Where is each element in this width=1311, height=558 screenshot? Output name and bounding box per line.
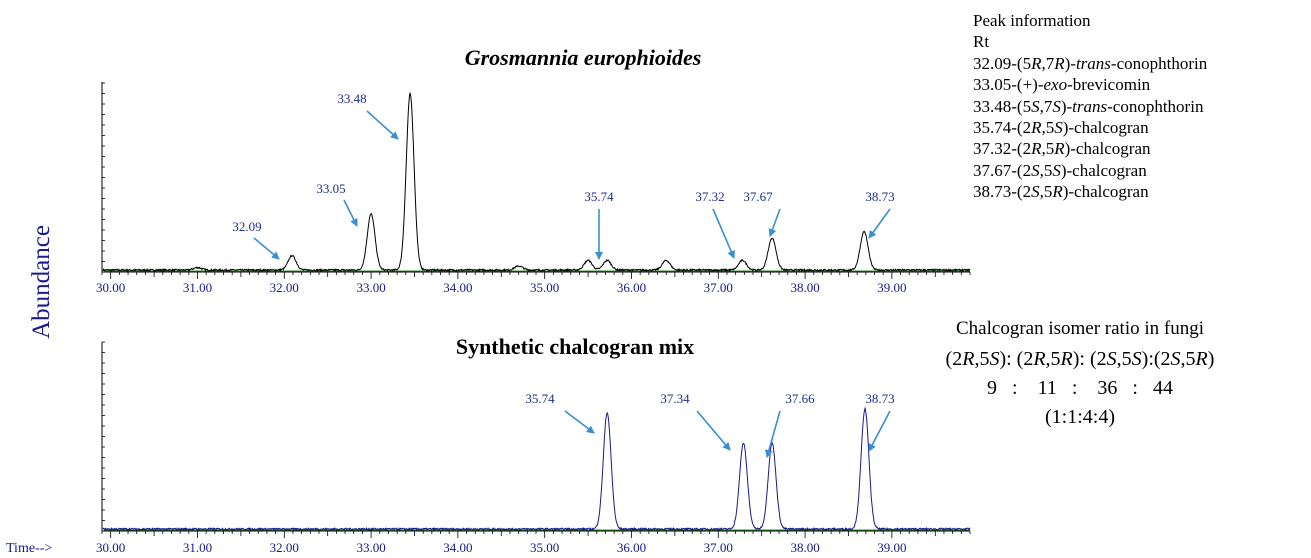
peak-label: 37.67	[743, 189, 773, 204]
x-tick-label: 31.00	[183, 540, 212, 555]
peak-label: 35.74	[525, 391, 555, 406]
x-tick-label: 34.00	[443, 280, 472, 295]
x-tick-label: 37.00	[704, 280, 733, 295]
x-tick-label: 32.00	[270, 540, 299, 555]
x-tick-label: 35.00	[530, 540, 559, 555]
x-tick-label: 31.00	[183, 280, 212, 295]
peak-arrow	[868, 410, 891, 452]
chart-title: Synthetic chalcogran mix	[456, 334, 694, 359]
peak-information-heading: Peak information	[973, 11, 1091, 30]
peak-label: 37.32	[695, 189, 724, 204]
peak-information-subheading: Rt	[973, 32, 990, 52]
x-tick-label: 38.00	[790, 540, 819, 555]
peak-information-list: 32.09-(5R,7R)-trans-conophthorin 33.05-(+…	[973, 53, 1207, 203]
y-axis-label: Abundance	[28, 225, 55, 339]
time-axis-prefix: Time-->	[6, 541, 52, 556]
isomer-ratio-header-text: (2R,5S): (2R,5R): (2S,5S):(2S,5R)	[945, 348, 1215, 370]
peak-arrow	[366, 110, 399, 140]
peak-arrow	[253, 237, 280, 260]
x-tick-label: 30.00	[96, 280, 125, 295]
x-tick-label: 36.00	[617, 540, 646, 555]
isomer-ratio-header: (2R,5S): (2R,5R): (2S,5S):(2S,5R)	[860, 344, 1300, 374]
peak-label: 33.48	[337, 91, 366, 106]
x-tick-label: 33.00	[356, 540, 385, 555]
x-tick-label: 39.00	[877, 540, 906, 555]
chromatogram-trace	[102, 91, 971, 273]
peak-label: 35.74	[584, 189, 614, 204]
peak-information-item: 37.67-(2S,5S)-chalcogran	[973, 160, 1147, 180]
peak-information-item: 33.48-(5S,7S)-trans-conophthorin	[973, 96, 1204, 116]
isomer-ratio-simplified: (1:1:4:4)	[1045, 406, 1115, 428]
chromatogram-trace	[102, 406, 971, 532]
peak-arrow	[868, 208, 891, 239]
x-tick-label: 39.00	[877, 280, 906, 295]
peak-information-item: 38.73-(2S,5R)-chalcogran	[973, 182, 1149, 202]
peak-arrow	[696, 410, 731, 451]
peak-label: 33.05	[316, 181, 345, 196]
x-tick-label: 32.00	[270, 280, 299, 295]
peak-information-item: 32.09-(5R,7R)-trans-conophthorin	[973, 53, 1208, 73]
peak-information-item: 33.05-(+)-exo-brevicomin	[973, 75, 1151, 95]
peak-label: 37.34	[660, 391, 690, 406]
peak-arrow	[564, 410, 595, 434]
peak-label: 32.09	[232, 219, 261, 234]
x-tick-label: 37.00	[704, 540, 733, 555]
peak-information-legend: Peak information Rt 32.09-(5R,7R)-trans-…	[973, 10, 1207, 203]
x-tick-label: 38.00	[790, 280, 819, 295]
peak-arrow	[765, 410, 781, 458]
x-tick-label: 33.00	[356, 280, 385, 295]
peak-arrow	[343, 199, 358, 227]
isomer-ratio-values: 9 : 11 : 36 : 44	[987, 377, 1173, 399]
peak-label: 37.66	[785, 391, 815, 406]
x-tick-label: 30.00	[96, 540, 125, 555]
peak-arrow	[712, 208, 735, 259]
x-tick-label: 34.00	[443, 540, 472, 555]
peak-information-item: 37.32-(2R,5R)-chalcogran	[973, 139, 1151, 159]
isomer-ratio-title: Chalcogran isomer ratio in fungi	[956, 318, 1204, 339]
isomer-ratio-block: Chalcogran isomer ratio in fungi (2R,5S)…	[860, 316, 1300, 432]
peak-label: 38.73	[865, 391, 894, 406]
chromatogram-panel-grosmannia: Grosmannia europhioides 30.00 31.00 32.00 33…	[96, 45, 971, 295]
x-tick-label: 35.00	[530, 280, 559, 295]
peak-arrow	[768, 208, 781, 237]
chromatogram-panel-synthetic: Synthetic chalcogran mix 30.00 31.00 32.00 3…	[96, 334, 971, 555]
peak-label: 38.73	[865, 189, 894, 204]
x-tick-label: 36.00	[617, 280, 646, 295]
peak-information-item: 35.74-(2R,5S)-chalcogran	[973, 118, 1149, 138]
chart-title: Grosmannia europhioides	[465, 45, 702, 70]
